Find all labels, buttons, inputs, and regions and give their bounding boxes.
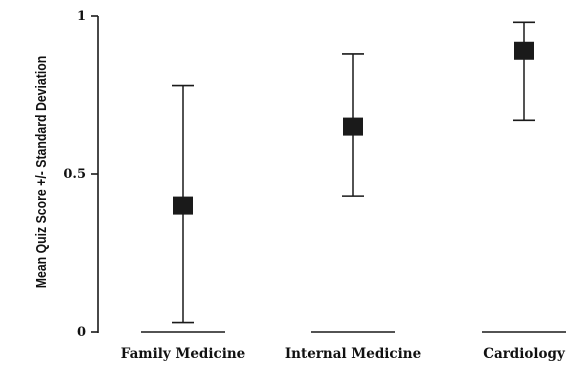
axes: 0 0.5 1 Family Medicine Internal Medicine Car… xyxy=(63,9,566,362)
mean-marker xyxy=(173,196,193,215)
y-tick-label: 1 xyxy=(77,9,86,24)
y-tick-label: 0.5 xyxy=(63,167,86,182)
mean-marker xyxy=(343,117,363,136)
y-axis-label: Mean Quiz Score +/- Standard Deviation xyxy=(33,56,49,289)
y-tick-label: 0 xyxy=(77,325,86,340)
x-category-label: Family Medicine xyxy=(121,346,246,362)
mean-marker xyxy=(514,41,534,60)
x-category-label: Internal Medicine xyxy=(285,346,421,362)
chart-marks xyxy=(172,21,535,324)
x-category-label: Cardiology xyxy=(483,346,566,362)
